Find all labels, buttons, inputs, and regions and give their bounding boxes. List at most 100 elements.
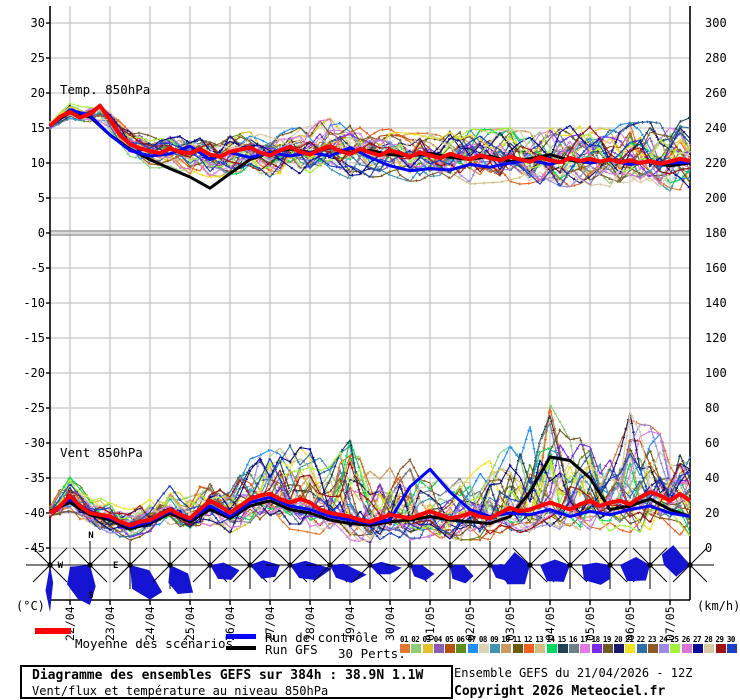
rose-wedge	[450, 565, 474, 584]
pert-number: 06	[456, 635, 465, 644]
gfs-run-label: Run GFS	[265, 642, 318, 657]
right-tick-label: 140	[705, 296, 727, 310]
member-line	[49, 105, 691, 176]
pert-number: 14	[546, 635, 556, 644]
pert-swatch	[546, 644, 557, 653]
rose-center-dot	[567, 562, 573, 568]
date-label: 27/04	[263, 606, 277, 641]
wind-rose	[426, 541, 474, 589]
date-label: 29/04	[343, 606, 357, 641]
rose-wedge	[210, 562, 240, 580]
rose-center-dot	[87, 562, 93, 568]
rose-wedge	[410, 565, 435, 581]
pert-number: 26	[681, 635, 691, 644]
left-tick-label: 25	[31, 51, 45, 65]
series-lines	[48, 101, 692, 545]
wind-rose	[106, 541, 163, 600]
member-line-markers	[49, 106, 691, 189]
pert-number: 07	[467, 635, 477, 644]
right-tick-label: 240	[705, 121, 727, 135]
left-tick-label: -15	[23, 331, 45, 345]
pert-number: 05	[445, 635, 454, 644]
pert-swatch	[614, 644, 625, 653]
pert-swatch	[704, 644, 715, 653]
left-tick-label: 10	[31, 156, 45, 170]
rose-center-dot	[687, 562, 693, 568]
gfs-run-swatch	[226, 646, 256, 650]
member-line	[49, 105, 691, 189]
pert-swatch	[557, 644, 568, 653]
left-tick-label: -45	[23, 541, 45, 555]
member-line-markers	[49, 428, 692, 537]
pert-number: 22	[636, 635, 646, 644]
compass-w-label: W	[58, 561, 64, 571]
rose-wedge	[67, 565, 96, 605]
rose-center-dot	[287, 562, 293, 568]
rose-wedge	[620, 557, 650, 582]
pert-swatch	[411, 644, 422, 653]
right-tick-label: 280	[705, 51, 727, 65]
right-tick-label: 80	[705, 401, 719, 415]
wind-rose	[26, 541, 74, 612]
celsius-unit-label: (°C)	[16, 599, 45, 613]
member-line	[49, 453, 691, 541]
gfs-line	[49, 455, 691, 531]
diagram-subtitle: Vent/flux et température au niveau 850hP…	[32, 684, 329, 698]
pert-swatch	[433, 644, 444, 653]
pert-swatch	[636, 644, 647, 653]
right-tick-label: 220	[705, 156, 727, 170]
wind-rose	[582, 541, 634, 589]
left-tick-label: 20	[31, 86, 45, 100]
left-tick-label: -25	[23, 401, 45, 415]
right-tick-label: 20	[705, 506, 719, 520]
rose-center-dot	[647, 562, 653, 568]
member-line-markers	[49, 441, 691, 539]
pert-swatch	[535, 644, 546, 653]
pert-swatch	[602, 644, 613, 653]
pert-number: 30	[726, 635, 736, 644]
date-label: 05/05	[583, 606, 597, 641]
pert-number: 23	[647, 635, 657, 644]
right-tick-label: 100	[705, 366, 727, 380]
date-label: 25/04	[183, 606, 197, 641]
pert-number: 03	[422, 635, 432, 644]
member-line-markers	[49, 457, 692, 536]
rose-center-dot	[167, 562, 173, 568]
pert-swatch	[715, 644, 726, 653]
mean-line	[48, 490, 692, 528]
left-tick-label: -40	[23, 506, 45, 520]
rose-wedge	[250, 560, 280, 579]
rose-wedge	[330, 563, 367, 583]
left-tick-label: 15	[31, 121, 45, 135]
compass-e-label: E	[113, 561, 118, 571]
pert-number: 16	[569, 635, 578, 644]
pert-swatch	[445, 644, 456, 653]
rose-center-dot	[607, 562, 613, 568]
right-tick-label: 120	[705, 331, 727, 345]
left-tick-label: -5	[31, 261, 45, 275]
rose-center-dot	[367, 562, 373, 568]
left-tick-label: 5	[38, 191, 45, 205]
rose-wedge	[540, 559, 570, 582]
temp-panel-label: Temp. 850hPa	[60, 82, 150, 97]
right-tick-label: 200	[705, 191, 727, 205]
pert-swatch	[501, 644, 512, 653]
wind-roses: N S W E	[26, 531, 714, 612]
rose-wedge	[661, 545, 690, 577]
rose-center-dot	[487, 562, 493, 568]
pert-number: 09	[490, 635, 499, 644]
rose-wedge	[45, 565, 54, 612]
pert-swatch	[523, 644, 534, 653]
perturbations-count-label: 30 Perts.	[338, 646, 406, 661]
member-line-markers	[49, 105, 691, 187]
pert-number: 04	[433, 635, 443, 644]
mean-line	[48, 103, 691, 166]
rose-center-dot	[327, 562, 333, 568]
pert-swatch	[625, 644, 636, 653]
copyright: Copyright 2026 Meteociel.fr	[454, 684, 666, 699]
left-tick-label: -30	[23, 436, 45, 450]
pert-swatch	[693, 644, 704, 653]
right-tick-label: 60	[705, 436, 719, 450]
pert-number: 28	[704, 635, 713, 644]
